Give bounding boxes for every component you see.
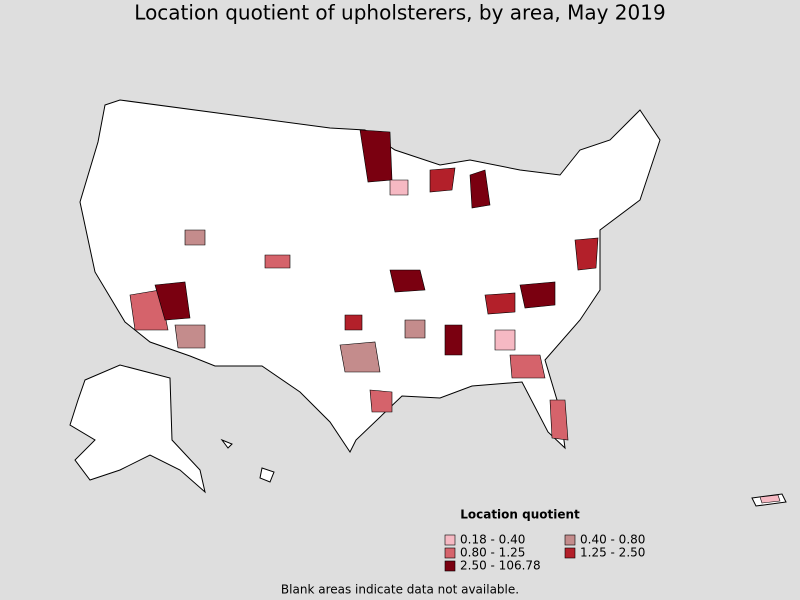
legend-title: Location quotient: [460, 508, 580, 522]
area-patch: [389, 179, 409, 196]
area-patch: [484, 292, 516, 315]
area-patch: [549, 399, 569, 441]
area-patch: [154, 281, 191, 321]
area-patch: [264, 254, 291, 269]
area-patch: [339, 341, 381, 373]
area-patch: [389, 269, 426, 293]
legend-label: 1.25 - 2.50: [580, 546, 645, 560]
legend-swatch: [564, 534, 576, 546]
area-patch: [574, 237, 599, 271]
area-patch: [509, 354, 546, 379]
area-patch: [519, 281, 556, 309]
area-patch: [174, 324, 206, 349]
legend-swatch: [444, 560, 456, 572]
area-patch: [429, 167, 456, 193]
alaska: [69, 364, 206, 494]
hawaii: [220, 438, 233, 449]
area-patch: [344, 314, 363, 331]
footnote: Blank areas indicate data not available.: [281, 583, 519, 597]
hawaii: [259, 467, 275, 483]
legend-swatch: [564, 547, 576, 559]
area-patch: [494, 329, 516, 351]
area-patch: [129, 289, 169, 331]
legend: 0.18 - 0.40 0.40 - 0.80 0.80 - 1.25 1.25 - …: [444, 533, 645, 573]
area-patch: [469, 169, 491, 209]
legend-label: 0.18 - 0.40: [460, 533, 525, 547]
legend-label: 2.50 - 106.78: [460, 559, 541, 573]
area-patch: [759, 494, 781, 504]
area-patch: [444, 324, 463, 356]
area-patch: [404, 319, 426, 339]
legend-label: 0.40 - 0.80: [580, 533, 645, 547]
legend-swatch: [444, 547, 456, 559]
legend-swatch: [444, 534, 456, 546]
area-patch: [369, 389, 393, 413]
map: [69, 99, 787, 507]
map-title: Location quotient of upholsterers, by ar…: [134, 1, 665, 25]
area-patch: [184, 229, 206, 246]
legend-label: 0.80 - 1.25: [460, 546, 525, 560]
